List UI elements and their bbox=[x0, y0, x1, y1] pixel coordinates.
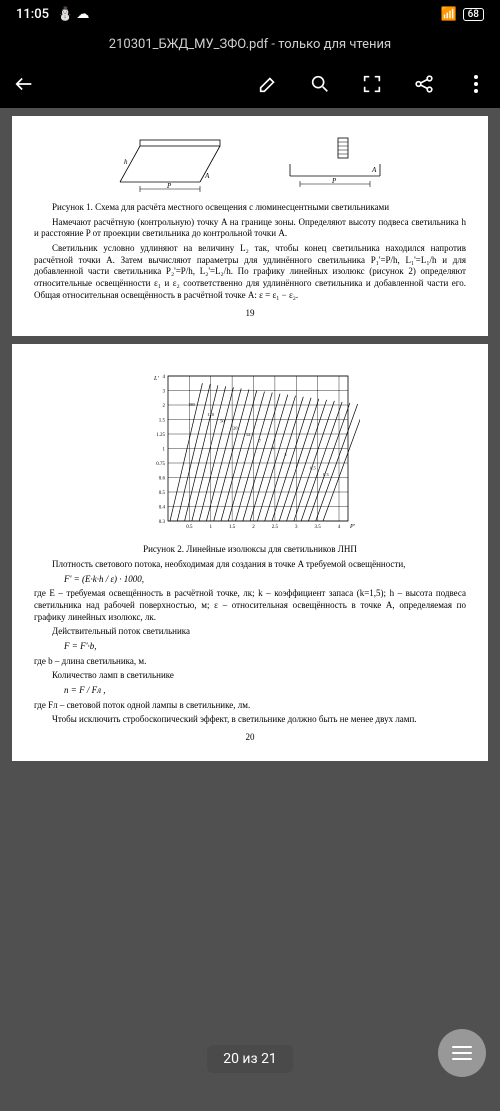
formula-3: n = F / Fл , bbox=[34, 685, 466, 697]
p19-para-1: Намечают расчётную (контрольную) точку A… bbox=[34, 217, 466, 240]
svg-text:2: 2 bbox=[163, 404, 166, 409]
svg-text:1.5: 1.5 bbox=[229, 525, 236, 530]
p20-para-7: Чтобы исключить стробоскопический эффект… bbox=[34, 714, 466, 726]
svg-text:2: 2 bbox=[252, 525, 255, 530]
svg-text:1: 1 bbox=[163, 448, 166, 453]
svg-text:120: 120 bbox=[207, 412, 215, 417]
svg-text:1: 1 bbox=[210, 525, 213, 530]
edit-icon[interactable] bbox=[256, 72, 280, 96]
share-icon[interactable] bbox=[412, 72, 436, 96]
figure-2-chart: 0.3 0.4 0.5 0.6 0.75 1 1.25 1.5 2 3 4 0.5 1 1.5 2 2.5 3 3… bbox=[34, 366, 466, 536]
svg-text:0.3: 0.3 bbox=[159, 520, 166, 525]
page-number-20: 20 bbox=[34, 732, 466, 744]
signal-icon: 📶 bbox=[440, 7, 456, 22]
svg-text:A: A bbox=[371, 166, 377, 174]
svg-text:0.4: 0.4 bbox=[159, 506, 166, 511]
svg-text:4: 4 bbox=[338, 525, 341, 530]
svg-text:12: 12 bbox=[246, 432, 251, 437]
status-bar: 11:05 ⛄ ☁ 📶 68 bbox=[0, 0, 500, 28]
p20-para-5: Количество ламп в светильнике bbox=[34, 670, 466, 682]
toolbar bbox=[0, 60, 500, 108]
svg-text:0.5: 0.5 bbox=[186, 525, 193, 530]
document-title: 210301_БЖД_МУ_ЗФО.pdf - только для чтени… bbox=[109, 37, 391, 52]
formula-1: F' = (E·k·h / ε) · 1000, bbox=[34, 574, 466, 586]
svg-text:h: h bbox=[124, 158, 128, 166]
svg-text:50: 50 bbox=[220, 419, 225, 424]
svg-text:P: P bbox=[331, 177, 337, 185]
p20-para-6: где Fл – световой поток одной лампы в св… bbox=[34, 700, 466, 712]
document-viewport[interactable]: h A P A P Ри bbox=[0, 108, 500, 1111]
svg-text:P: P bbox=[166, 182, 172, 190]
svg-text:1: 1 bbox=[297, 459, 299, 464]
status-time: 11:05 bbox=[16, 7, 49, 22]
svg-text:4: 4 bbox=[163, 375, 166, 380]
svg-text:0.5: 0.5 bbox=[159, 491, 166, 496]
figure-1-caption: Рисунок 1. Схема для расчёта местного ос… bbox=[34, 202, 466, 214]
p20-para-1: Плотность светового потока, необходимая … bbox=[34, 559, 466, 571]
search-icon[interactable] bbox=[308, 72, 332, 96]
page-indicator: 20 из 21 bbox=[207, 1045, 293, 1073]
svg-text:1.5: 1.5 bbox=[159, 419, 166, 424]
svg-text:3.5: 3.5 bbox=[315, 525, 322, 530]
page-19: h A P A P Ри bbox=[12, 116, 488, 336]
battery-indicator: 68 bbox=[463, 8, 484, 21]
page-indicator-text: 20 из 21 bbox=[223, 1051, 277, 1067]
svg-text:0.75: 0.75 bbox=[156, 462, 165, 467]
weather-icon: ⛄ ☁ bbox=[57, 7, 89, 22]
more-icon[interactable] bbox=[464, 72, 488, 96]
page-number-19: 19 bbox=[34, 308, 466, 320]
p20-para-2: где E – требуемая освещённость в расчётн… bbox=[34, 588, 466, 623]
svg-text:0.5: 0.5 bbox=[310, 466, 316, 471]
figure-1-diagram: h A P A P bbox=[34, 134, 466, 194]
svg-text:3: 3 bbox=[295, 525, 298, 530]
svg-text:2.5: 2.5 bbox=[272, 525, 279, 530]
formula-2: F = F'·b, bbox=[34, 641, 466, 653]
svg-text:2: 2 bbox=[284, 452, 286, 457]
figure-2-caption: Рисунок 2. Линейные изолюксы для светиль… bbox=[34, 544, 466, 556]
p19-para-2: Светильник условно удлиняют на величину … bbox=[34, 243, 466, 301]
p20-para-3: Действительный поток светильника bbox=[34, 626, 466, 638]
svg-text:0.3: 0.3 bbox=[323, 472, 329, 477]
svg-text:180: 180 bbox=[188, 402, 196, 407]
fullscreen-icon[interactable] bbox=[360, 72, 384, 96]
p20-para-4: где b – длина светильника, м. bbox=[34, 656, 466, 668]
page-20: 0.3 0.4 0.5 0.6 0.75 1 1.25 1.5 2 3 4 0.5 1 1.5 2 2.5 3 3… bbox=[12, 344, 488, 761]
svg-text:3: 3 bbox=[163, 390, 166, 395]
svg-text:A: A bbox=[204, 172, 210, 180]
svg-text:20: 20 bbox=[233, 426, 238, 431]
hamburger-icon bbox=[452, 1046, 472, 1060]
menu-fab[interactable] bbox=[438, 1029, 486, 1077]
document-title-bar: 210301_БЖД_МУ_ЗФО.pdf - только для чтени… bbox=[0, 28, 500, 60]
svg-text:1.25: 1.25 bbox=[156, 433, 165, 438]
back-button[interactable] bbox=[12, 72, 36, 96]
svg-text:P': P' bbox=[349, 524, 356, 530]
svg-text:0.6: 0.6 bbox=[159, 477, 166, 482]
svg-text:L': L' bbox=[153, 376, 159, 382]
